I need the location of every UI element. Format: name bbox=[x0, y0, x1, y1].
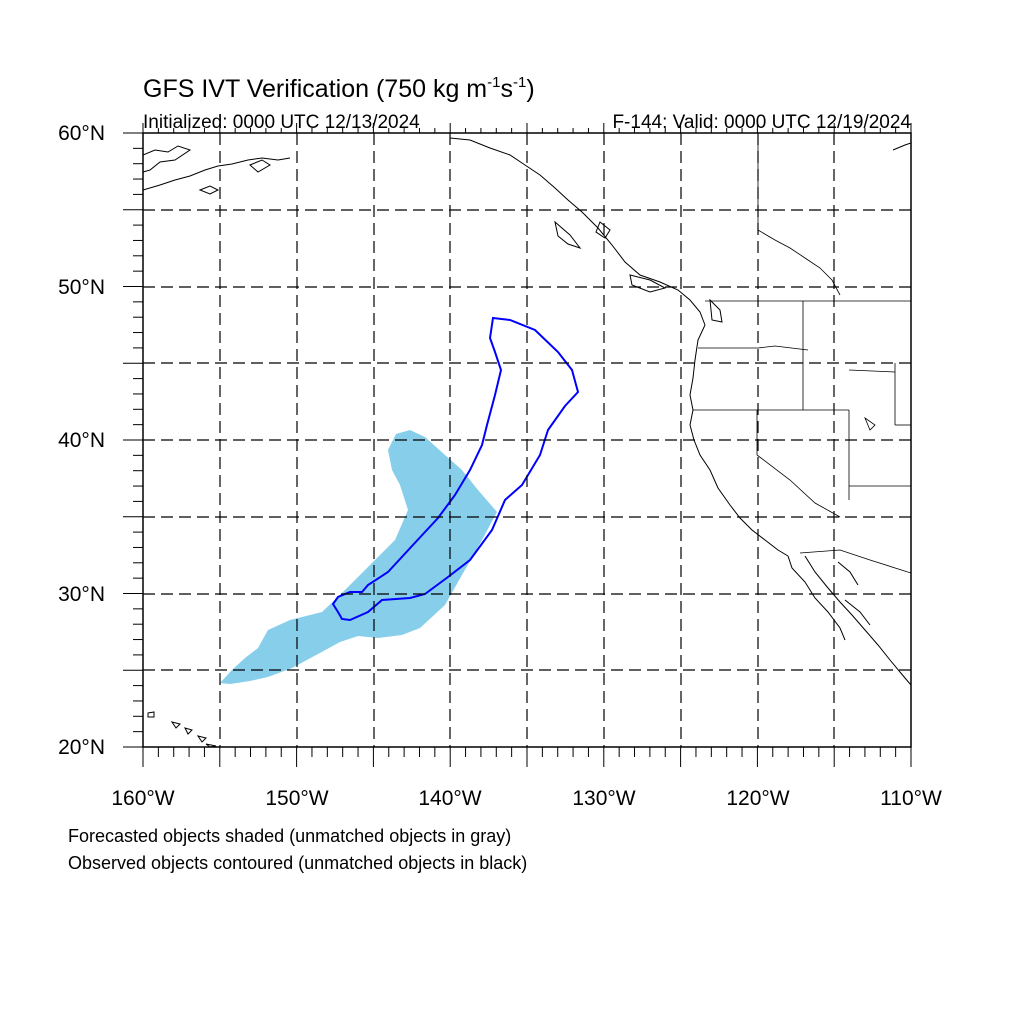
tick-marks bbox=[123, 123, 912, 767]
forecast-note: Forecasted objects shaded (unmatched obj… bbox=[68, 826, 511, 846]
lon-label: 120°W bbox=[726, 787, 789, 810]
lon-label: 150°W bbox=[265, 787, 328, 810]
political-boundaries bbox=[693, 133, 911, 574]
longitude-labels: 160°W 150°W 140°W 130°W 120°W 110°W bbox=[111, 787, 942, 810]
forecast-object bbox=[220, 430, 497, 684]
lat-label: 20°N bbox=[58, 736, 105, 759]
lon-label: 140°W bbox=[418, 787, 481, 810]
lon-label: 110°W bbox=[880, 787, 942, 810]
coastlines bbox=[143, 137, 911, 747]
lat-label: 30°N bbox=[58, 583, 105, 606]
lon-label: 160°W bbox=[111, 787, 174, 810]
observed-note: Observed objects contoured (unmatched ob… bbox=[68, 853, 527, 873]
lat-label: 40°N bbox=[58, 429, 105, 452]
lon-label: 130°W bbox=[572, 787, 635, 810]
lat-label: 50°N bbox=[58, 276, 105, 299]
graticule bbox=[143, 133, 911, 747]
map-title: GFS IVT Verification (750 kg m-1s-1) bbox=[143, 74, 535, 103]
observed-object-contour bbox=[331, 316, 580, 622]
lat-label: 60°N bbox=[58, 122, 105, 145]
valid-label: F-144: Valid: 0000 UTC 12/19/2024 bbox=[612, 112, 911, 133]
initialized-label: Initialized: 0000 UTC 12/13/2024 bbox=[143, 112, 420, 133]
latitude-labels: 60°N 50°N 40°N 30°N 20°N bbox=[58, 122, 105, 759]
